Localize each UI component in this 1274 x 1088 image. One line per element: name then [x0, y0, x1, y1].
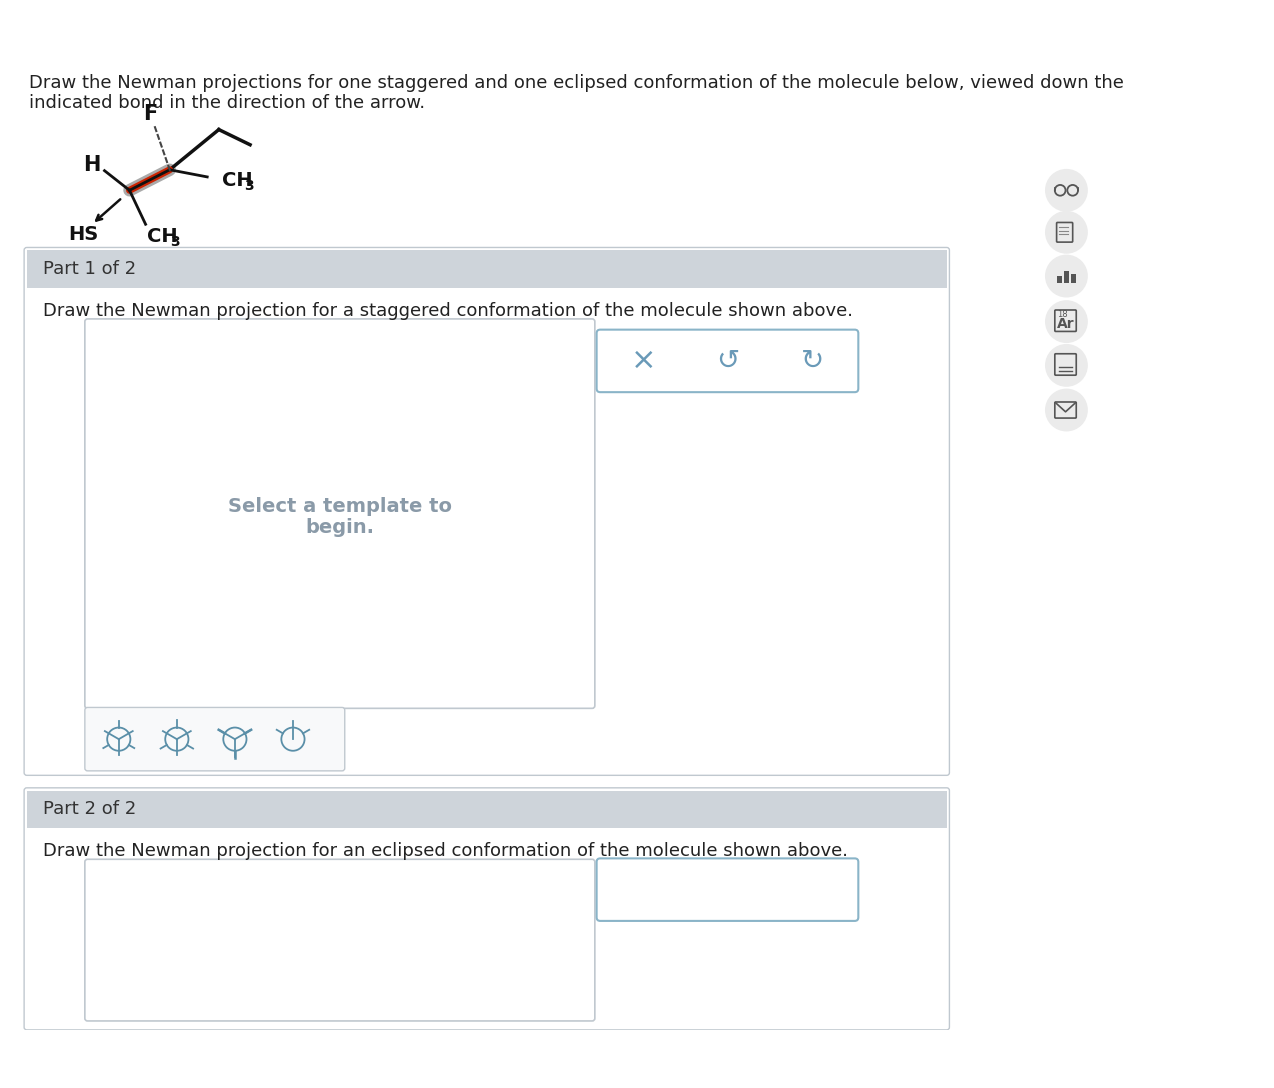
Bar: [1056, 276, 1063, 283]
Bar: [27, 791, 947, 828]
Text: indicated bond in the direction of the arrow.: indicated bond in the direction of the a…: [29, 94, 426, 112]
Circle shape: [1045, 255, 1088, 297]
Text: Draw the Newman projection for an eclipsed conformation of the molecule shown ab: Draw the Newman projection for an eclips…: [43, 842, 848, 861]
FancyBboxPatch shape: [85, 319, 595, 708]
FancyBboxPatch shape: [85, 860, 595, 1021]
Circle shape: [1045, 388, 1088, 432]
Text: Part 1 of 2: Part 1 of 2: [43, 260, 136, 277]
Bar: [1071, 274, 1077, 283]
Text: CH: CH: [148, 227, 178, 246]
Circle shape: [1045, 300, 1088, 343]
Bar: [27, 250, 947, 287]
Text: ↺: ↺: [716, 347, 739, 375]
Circle shape: [1045, 211, 1088, 254]
Text: HS: HS: [68, 225, 98, 245]
FancyBboxPatch shape: [596, 330, 859, 392]
Text: ↻: ↻: [801, 347, 824, 375]
FancyBboxPatch shape: [85, 707, 345, 771]
Text: 3: 3: [243, 178, 254, 193]
FancyBboxPatch shape: [596, 858, 859, 920]
Text: Ar: Ar: [1056, 318, 1074, 331]
Text: ×: ×: [631, 346, 656, 375]
FancyBboxPatch shape: [24, 788, 949, 1030]
Text: Draw the Newman projections for one staggered and one eclipsed conformation of t: Draw the Newman projections for one stag…: [29, 74, 1125, 92]
Text: 18: 18: [1057, 310, 1068, 319]
Text: F: F: [143, 104, 157, 124]
Circle shape: [1045, 169, 1088, 212]
FancyBboxPatch shape: [24, 247, 949, 776]
Text: Part 2 of 2: Part 2 of 2: [43, 801, 136, 818]
Bar: [1064, 271, 1069, 283]
Text: CH: CH: [222, 171, 252, 190]
Text: begin.: begin.: [306, 518, 375, 537]
Text: H: H: [83, 156, 101, 175]
Text: Select a template to: Select a template to: [228, 497, 452, 516]
Circle shape: [1045, 344, 1088, 387]
Text: 3: 3: [169, 235, 180, 249]
Text: Draw the Newman projection for a staggered conformation of the molecule shown ab: Draw the Newman projection for a stagger…: [43, 301, 852, 320]
